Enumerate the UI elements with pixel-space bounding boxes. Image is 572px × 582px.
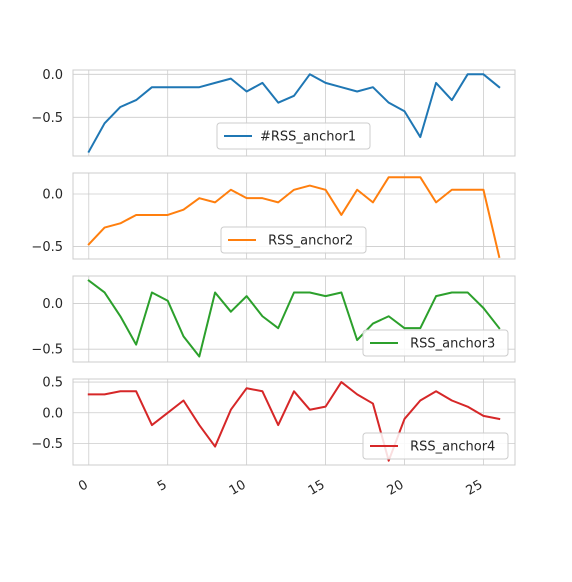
legend: #RSS_anchor1 (216, 122, 371, 150)
x-tick-label: 20 (385, 477, 407, 498)
axes-frame (72, 69, 516, 157)
legend-label: RSS_anchor3 (406, 337, 495, 352)
x-axis-ticks: 0 5 10 15 20 25 (76, 477, 485, 498)
series-line (87, 279, 501, 358)
series-line (87, 176, 501, 259)
x-tick-label: 25 (464, 477, 486, 498)
legend-label: RSS_anchor2 (264, 234, 353, 249)
legend: RSS_anchor3 (362, 329, 509, 357)
series-line (87, 73, 501, 154)
subplot-3: 0.0 −0.5 RSS_anchor3 (31, 275, 516, 363)
legend-box (362, 329, 509, 357)
y-tick-label: 0.0 (42, 297, 63, 312)
legend-box (362, 432, 509, 460)
legend: RSS_anchor4 (362, 432, 509, 460)
x-tick-label: 0 (76, 477, 91, 494)
legend-box (216, 122, 371, 150)
legend-label: #RSS_anchor1 (260, 130, 356, 145)
subplot-4: 0.5 0.0 −0.5 RSS_anchor4 (31, 376, 516, 466)
y-tick-label: 0.0 (42, 406, 63, 421)
subplot-1: 0.0 −0.5 #RSS_anchor1 (31, 68, 516, 157)
y-tick-label: −0.5 (31, 437, 63, 452)
y-tick-label: −0.5 (31, 111, 63, 126)
legend-box (220, 226, 367, 254)
series-line (87, 381, 501, 462)
x-tick-label: 15 (306, 477, 328, 498)
y-tick-label: 0.5 (42, 376, 63, 391)
x-tick-label: 10 (227, 477, 249, 498)
x-tick-label: 5 (155, 477, 170, 494)
y-tick-label: −0.5 (31, 343, 63, 358)
y-tick-label: 0.0 (42, 68, 63, 83)
legend: RSS_anchor2 (220, 226, 367, 254)
axes-frame (72, 378, 516, 466)
subplot-2: 0.0 −0.5 RSS_anchor2 (31, 172, 516, 260)
legend-label: RSS_anchor4 (406, 440, 495, 455)
y-tick-label: −0.5 (31, 240, 63, 255)
axes-frame (72, 172, 516, 260)
axes-frame (72, 275, 516, 363)
y-tick-label: 0.0 (42, 187, 63, 202)
